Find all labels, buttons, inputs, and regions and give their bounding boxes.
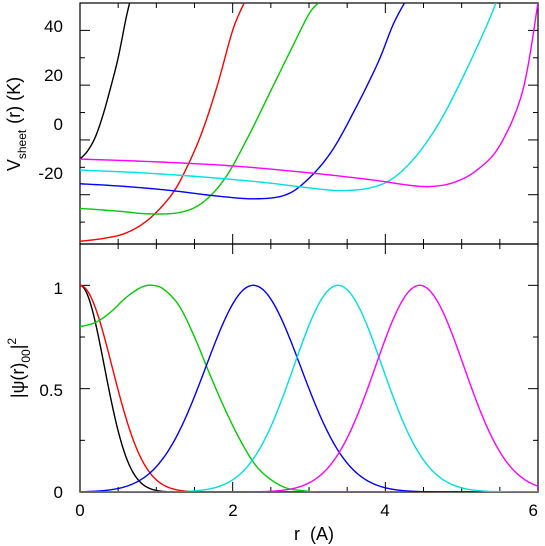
x-tick-labels: 0 2 4 6 bbox=[75, 501, 538, 520]
top-y-axis-label: Vsheet (r) (K) bbox=[4, 77, 29, 171]
x-tick-label: 0 bbox=[75, 501, 84, 520]
x-tick-label: 2 bbox=[228, 501, 237, 520]
bottom-y-tick-label: 1 bbox=[54, 279, 63, 298]
top-y-tick-label: -20 bbox=[38, 164, 63, 183]
bottom-y-label-sub: 00 bbox=[19, 349, 33, 363]
bottom-y-label-close: | bbox=[8, 345, 28, 350]
svg-text:Vsheet(r) (K): Vsheet (r) (K) bbox=[4, 77, 29, 171]
x-axis-label: r (A) bbox=[294, 524, 334, 544]
top-y-label-rest: (r) (K) bbox=[4, 77, 24, 124]
potential-curve-1 bbox=[80, 3, 131, 160]
top-y-tick-label: 20 bbox=[44, 66, 63, 85]
bottom-y-axis-label: |ψ(r)00|2 bbox=[5, 338, 33, 399]
wavefunction-curve-4 bbox=[80, 284, 538, 492]
top-y-tick-label: 0 bbox=[54, 115, 63, 134]
potential-curve-3 bbox=[80, 3, 319, 215]
svg-text:|ψ(r)00|2: |ψ(r)00|2 bbox=[5, 338, 33, 399]
bottom-panel-ticks bbox=[79, 244, 539, 493]
wavefunction-curve-1 bbox=[80, 284, 538, 492]
bottom-y-tick-labels: 0 0.5 1 bbox=[39, 279, 63, 502]
potential-curve-6 bbox=[80, 3, 538, 188]
potential-curve-4 bbox=[80, 3, 406, 200]
top-panel-frame bbox=[79, 2, 539, 245]
wavefunction-curve-3 bbox=[80, 284, 538, 492]
bottom-y-label-sup: 2 bbox=[5, 338, 19, 345]
potential-curve-5 bbox=[80, 3, 497, 192]
bottom-y-tick-label: 0 bbox=[54, 483, 63, 502]
bottom-y-label-text: |ψ(r) bbox=[8, 363, 28, 399]
top-panel-ticks bbox=[79, 2, 539, 244]
x-tick-label: 6 bbox=[529, 501, 538, 520]
top-y-tick-label: 40 bbox=[44, 17, 63, 36]
top-y-tick-labels: 40 20 0 -20 bbox=[38, 17, 63, 183]
wavefunction-curve-6 bbox=[80, 284, 538, 492]
top-panel-series bbox=[80, 3, 538, 242]
bottom-panel-series bbox=[80, 284, 538, 492]
bottom-y-tick-label: 0.5 bbox=[39, 381, 63, 400]
bottom-panel-frame bbox=[79, 243, 539, 493]
top-y-label-sub: sheet bbox=[15, 129, 29, 159]
potential-curve-2 bbox=[80, 3, 245, 242]
x-tick-label: 4 bbox=[380, 501, 389, 520]
top-y-label-main: V bbox=[4, 159, 24, 171]
wavefunction-curve-2 bbox=[80, 284, 538, 492]
